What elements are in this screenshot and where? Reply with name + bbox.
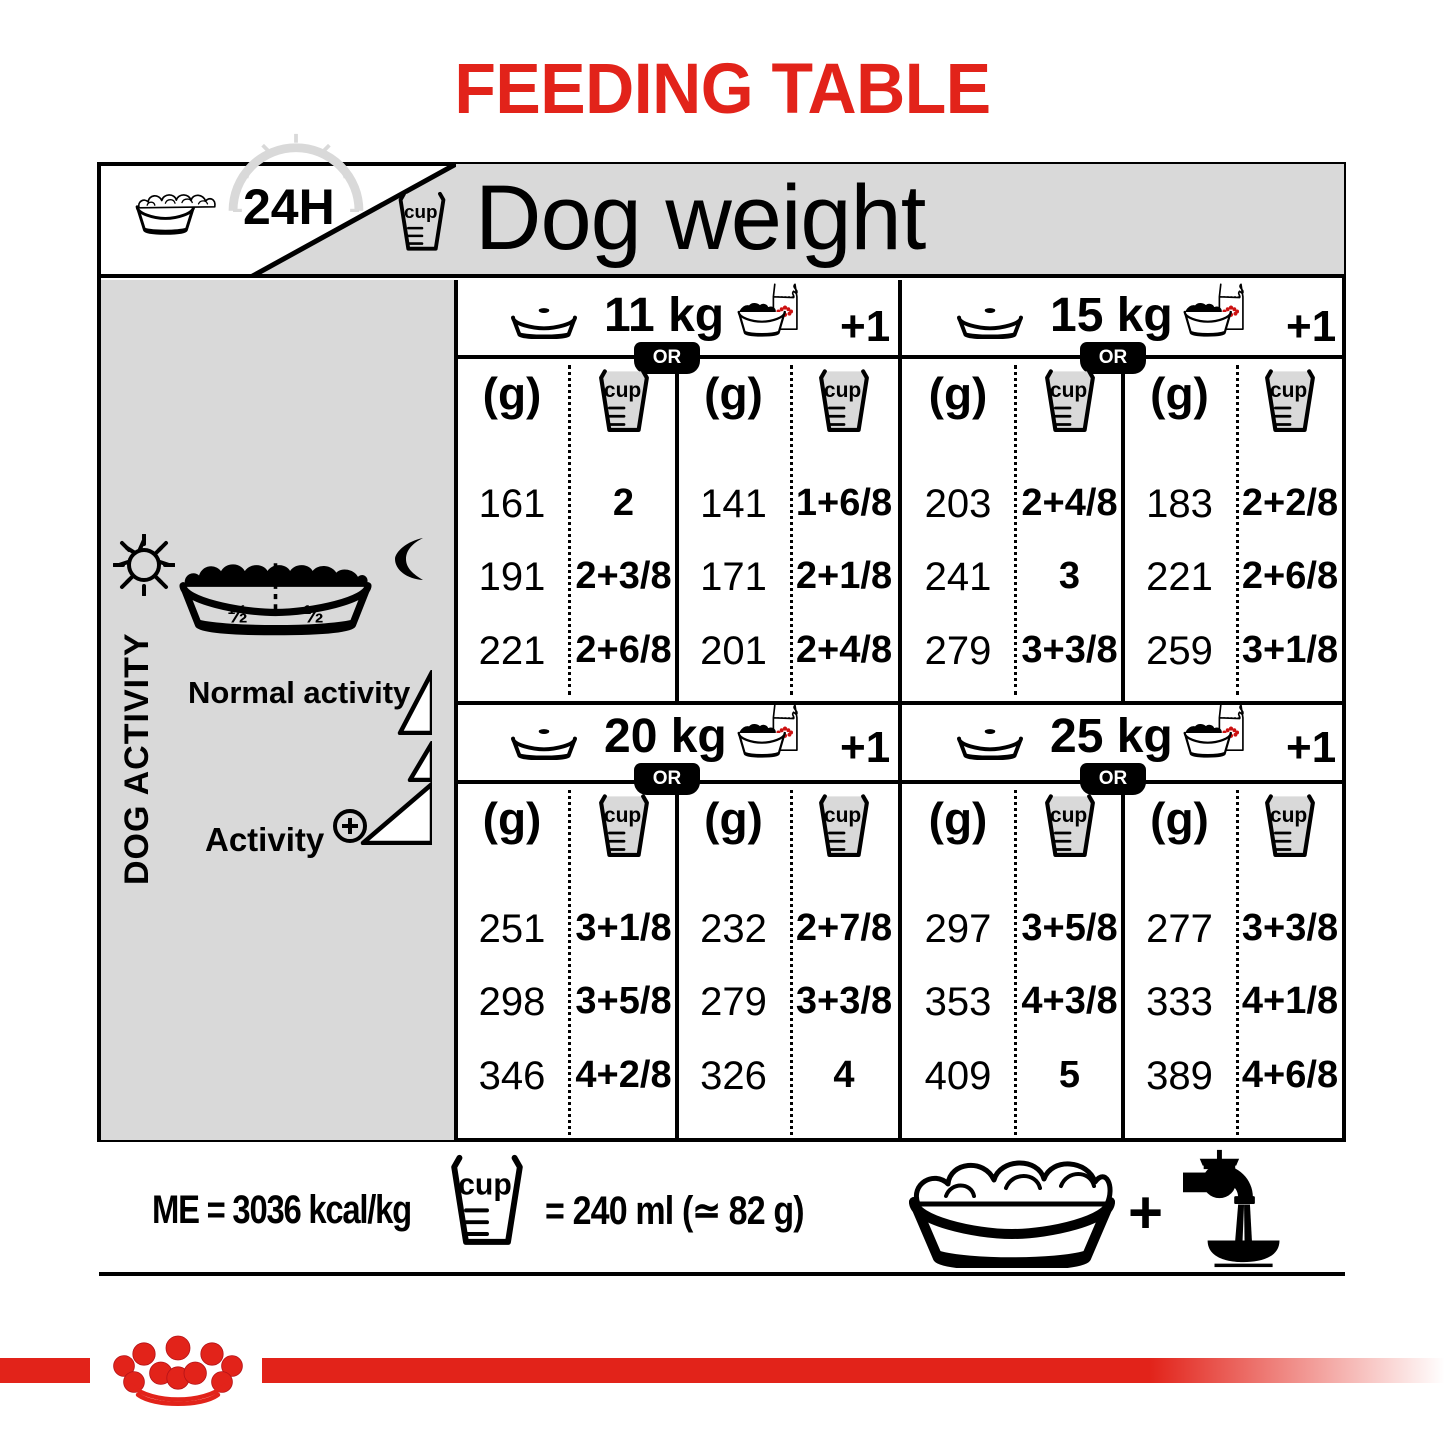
svg-text:cup: cup [824,379,861,402]
svg-text:½: ½ [303,602,324,629]
svg-text:cup: cup [1050,804,1087,827]
svg-text:cup: cup [458,1169,512,1202]
svg-text:cup: cup [1050,379,1087,402]
svg-text:cup: cup [604,804,641,827]
svg-text:cup: cup [404,201,438,222]
svg-text:cup: cup [1270,379,1307,402]
svg-text:cup: cup [604,379,641,402]
svg-text:cup: cup [1270,804,1307,827]
svg-text:cup: cup [824,804,861,827]
svg-text:½: ½ [227,602,248,629]
